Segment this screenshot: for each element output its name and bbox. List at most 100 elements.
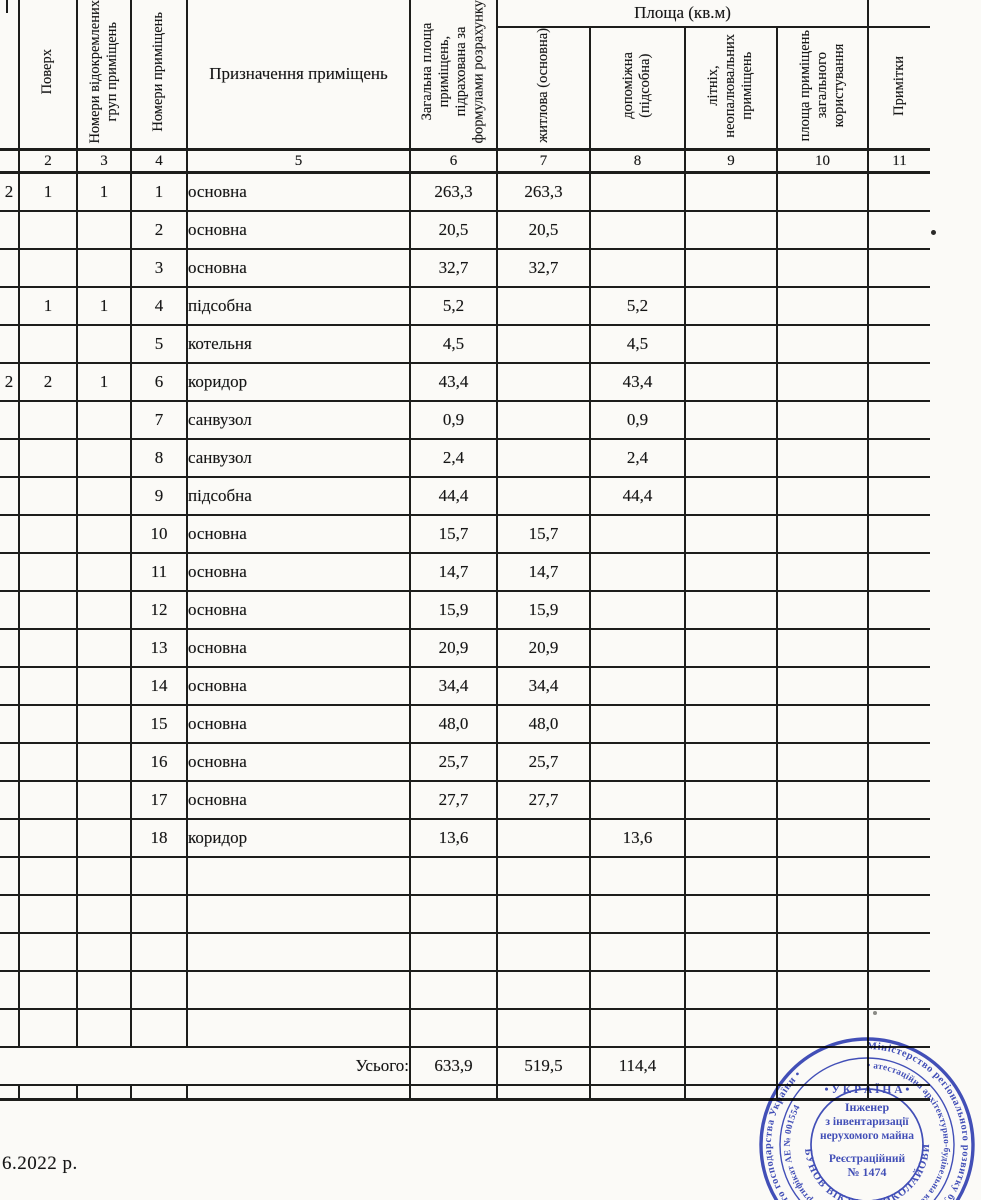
cell-empty [0, 856, 20, 897]
cell-total-area: 263,3 [409, 171, 498, 213]
cell-empty [775, 210, 870, 251]
cell-empty [186, 1084, 411, 1102]
cell-purpose: котельня [186, 324, 411, 365]
cell-purpose: підсобна [186, 286, 411, 327]
header-purpose: Призначення приміщень [186, 0, 411, 151]
header-area-group-label: Площа (кв.м) [634, 2, 731, 22]
cell-floor [18, 742, 78, 783]
cell-empty [409, 1008, 498, 1049]
cell-colnum: 3 [76, 148, 132, 175]
cell-total-area: 13,6 [409, 818, 498, 859]
cell-living-area [496, 476, 591, 517]
cell-group [76, 742, 132, 783]
cell-room-number: 6 [130, 362, 188, 403]
cell-empty [76, 932, 132, 973]
cell-empty [684, 780, 778, 821]
total-label: Усього: [0, 1046, 411, 1087]
cell-colnum-cut [0, 148, 20, 175]
cell-empty [684, 1046, 778, 1087]
cell-group [76, 666, 132, 707]
table-row: 10 основна 15,7 15,7 [0, 514, 931, 555]
cell-group [76, 514, 132, 555]
cell-group [76, 400, 132, 441]
cell-floor [18, 818, 78, 859]
header-floor-label: Поверх [39, 49, 56, 95]
cell-floor [18, 780, 78, 821]
cell-living-area [496, 818, 591, 859]
cell-purpose: санвузол [186, 438, 411, 479]
table-row: 5 котельня 4,5 4,5 [0, 324, 931, 365]
cell-empty [130, 894, 188, 935]
total-row: Усього: 633,9 519,5 114,4 [0, 1046, 931, 1087]
cell-col1 [0, 248, 20, 289]
cell-empty [775, 932, 870, 973]
cell-group: 1 [76, 286, 132, 327]
cell-living-area: 20,5 [496, 210, 591, 251]
header-purpose-label: Призначення приміщень [209, 63, 388, 83]
cell-floor: 1 [18, 286, 78, 327]
cell-col1: 2 [0, 362, 20, 403]
cell-empty [867, 476, 931, 517]
cell-empty [409, 932, 498, 973]
table-row: 3 основна 32,7 32,7 [0, 248, 931, 289]
ink-speck [931, 230, 936, 235]
cell-empty [775, 780, 870, 821]
cell-living-area: 263,3 [496, 171, 591, 213]
cell-total-area: 48,0 [409, 704, 498, 745]
cell-empty [867, 590, 931, 631]
cell-aux-area [589, 514, 686, 555]
cell-empty [130, 970, 188, 1011]
cell-purpose: коридор [186, 818, 411, 859]
cell-room-number: 12 [130, 590, 188, 631]
cell-living-area [496, 362, 591, 403]
cell-total-area: 20,9 [409, 628, 498, 669]
table-header-row-top: Поверх Номери відокремлених груп приміще… [0, 0, 931, 151]
cell-group [76, 476, 132, 517]
cell-group: 1 [76, 362, 132, 403]
cell-empty [0, 894, 20, 935]
cell-purpose: основна [186, 552, 411, 593]
cell-empty [775, 552, 870, 593]
cell-purpose: основна [186, 514, 411, 555]
cell-col1 [0, 324, 20, 365]
cell-empty [684, 248, 778, 289]
cell-floor [18, 666, 78, 707]
cell-floor [18, 438, 78, 479]
cell-empty [867, 552, 931, 593]
cell-purpose: коридор [186, 362, 411, 403]
table-row-empty [0, 1008, 931, 1049]
cell-floor: 1 [18, 171, 78, 213]
cell-room-number: 9 [130, 476, 188, 517]
cell-group [76, 324, 132, 365]
total-aux-value: 114,4 [589, 1046, 686, 1087]
cell-empty [867, 856, 931, 897]
header-common-area: площа приміщень загального користування [775, 26, 870, 151]
cell-living-area: 27,7 [496, 780, 591, 821]
cut-border-fragment [6, 0, 8, 13]
cell-col1-header-cut [0, 0, 20, 151]
cell-col1 [0, 514, 20, 555]
cell-total-area: 15,9 [409, 590, 498, 631]
cell-floor [18, 248, 78, 289]
cell-empty [0, 970, 20, 1011]
cell-empty [775, 286, 870, 327]
cell-room-number: 10 [130, 514, 188, 555]
cell-col1 [0, 818, 20, 859]
stamp-title-line1: Інженер [845, 1100, 890, 1114]
cell-empty [186, 932, 411, 973]
cell-room-number: 14 [130, 666, 188, 707]
cell-purpose: санвузол [186, 400, 411, 441]
header-area-group: Площа (кв.м) [495, 0, 870, 28]
cell-empty [775, 590, 870, 631]
cell-empty [684, 324, 778, 365]
cell-group [76, 818, 132, 859]
cell-empty [775, 704, 870, 745]
cell-empty [18, 970, 78, 1011]
cell-living-area [496, 400, 591, 441]
cell-colnum: 11 [867, 148, 931, 175]
table-header-row-sub: житлова (основна) допоміжна (підсобна) л… [0, 26, 931, 151]
cell-empty [496, 856, 591, 897]
cell-empty [76, 894, 132, 935]
cell-empty [867, 742, 931, 783]
cell-empty [775, 742, 870, 783]
